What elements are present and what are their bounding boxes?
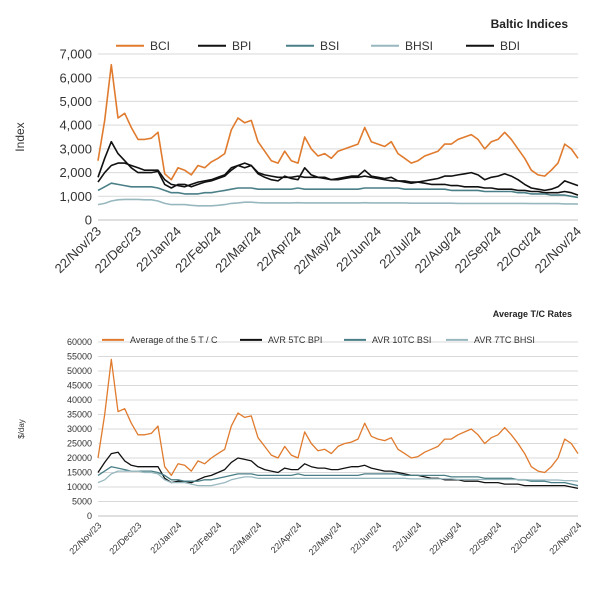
y-tick-label: 35000 (67, 410, 92, 420)
legend-entry: BCI (150, 39, 170, 53)
y-tick-label: 2,000 (59, 165, 92, 180)
series-line-2 (97, 466, 579, 487)
legend-entry: AVR 5TC BPI (268, 335, 322, 345)
y-tick-label: 5000 (72, 497, 92, 507)
x-tick-label: 22/Apr/24 (269, 520, 304, 555)
legend-entry: BHSI (405, 39, 433, 53)
y-axis-label: $/day (17, 419, 26, 439)
chart-1: Average T/C Rates $/day 0 5000 10000 15000 200… (17, 309, 583, 557)
x-tick-label: 22/Jul/24 (391, 520, 424, 553)
series-line-2 (97, 182, 579, 199)
y-tick-label: 60000 (67, 337, 92, 347)
y-tick-label: 6,000 (59, 70, 92, 85)
x-tick-label: 22/Jun/24 (348, 520, 383, 555)
y-tick-label: 15000 (67, 468, 92, 478)
y-tick-label: 55000 (67, 352, 92, 362)
x-tick-label: 22/Dec/23 (107, 520, 143, 556)
series-line-0 (97, 358, 579, 477)
series-line-0 (97, 63, 579, 181)
series-line-4 (97, 140, 579, 192)
y-tick-label: 3,000 (59, 141, 92, 156)
legend-entry: BPI (232, 39, 251, 53)
y-tick-label: 5,000 (59, 94, 92, 109)
y-tick-label: 40000 (67, 395, 92, 405)
legend-entry: AVR 7TC BHSI (474, 335, 535, 345)
x-tick-label: 22/Nov/23 (67, 520, 103, 556)
legend-entry: AVR 10TC BSI (372, 335, 431, 345)
series-line-1 (97, 162, 579, 196)
legend-entry: Average of the 5 T / C (130, 335, 218, 345)
y-tick-label: 10000 (67, 482, 92, 492)
y-tick-label: 1,000 (59, 189, 92, 204)
chart-title: Average T/C Rates (493, 309, 572, 319)
y-tick-label: 45000 (67, 381, 92, 391)
y-tick-label: 50000 (67, 366, 92, 376)
x-tick-label: 22/Jan/24 (148, 520, 183, 555)
chart-0: Baltic Indices Index 0 1,000 2,000 3,000 4,000… (13, 17, 584, 277)
x-tick-label: 22/Mar/24 (228, 520, 264, 556)
x-tick-label: 22/Sep/24 (467, 520, 503, 556)
y-tick-label: 7,000 (59, 47, 92, 62)
series-line-1 (97, 451, 579, 490)
x-tick-label: 22/Oct/24 (509, 520, 544, 555)
y-tick-label: 4,000 (59, 118, 92, 133)
chart-title: Baltic Indices (491, 17, 569, 31)
y-tick-label: 0 (87, 511, 92, 521)
series-line-3 (97, 198, 579, 207)
x-tick-label: 22/Aug/24 (427, 520, 463, 556)
x-tick-label: 22/May/24 (307, 520, 344, 557)
legend-entry: BDI (500, 39, 520, 53)
y-tick-label: 25000 (67, 439, 92, 449)
x-tick-label: 22/Feb/24 (188, 520, 224, 556)
y-axis-label: Index (13, 122, 27, 151)
y-tick-label: 30000 (67, 424, 92, 434)
x-tick-label: 22/Nov/24 (547, 520, 583, 556)
y-tick-label: 20000 (67, 453, 92, 463)
series-line-3 (97, 470, 579, 487)
legend-entry: BSI (320, 39, 339, 53)
y-tick-label: 0 (85, 213, 92, 228)
